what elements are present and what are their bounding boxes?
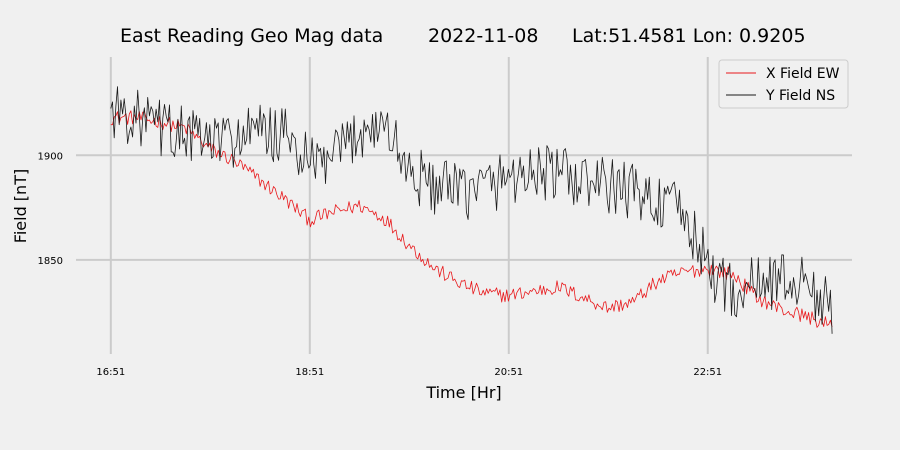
series-layer [110,86,833,334]
y-tick-label: 1850 [38,256,63,267]
chart-title-location: Lat:51.4581 Lon: 0.9205 [572,25,806,47]
x-tick-label: 16:51 [96,367,125,378]
y-tick-label: 1900 [38,151,63,162]
legend-label-x-field: X Field EW [766,66,840,82]
series-line-x-field-ew [110,110,833,328]
legend-box [718,59,849,109]
y-axis-label: Field [nT] [11,169,30,243]
tick-labels: 16:51 18:51 20:51 22:51 1900 1850 [38,151,723,378]
legend-label-y-field: Y Field NS [765,88,835,104]
chart-title-name: East Reading Geo Mag data [120,25,383,47]
x-tick-label: 22:51 [693,367,722,378]
x-axis-label: Time [Hr] [425,383,501,402]
series-line-y-field-ns [110,86,833,334]
chart-title-date: 2022-11-08 [428,25,538,47]
x-tick-label: 20:51 [494,367,523,378]
x-tick-label: 18:51 [295,367,324,378]
legend: X Field EW Y Field NS [718,59,849,109]
